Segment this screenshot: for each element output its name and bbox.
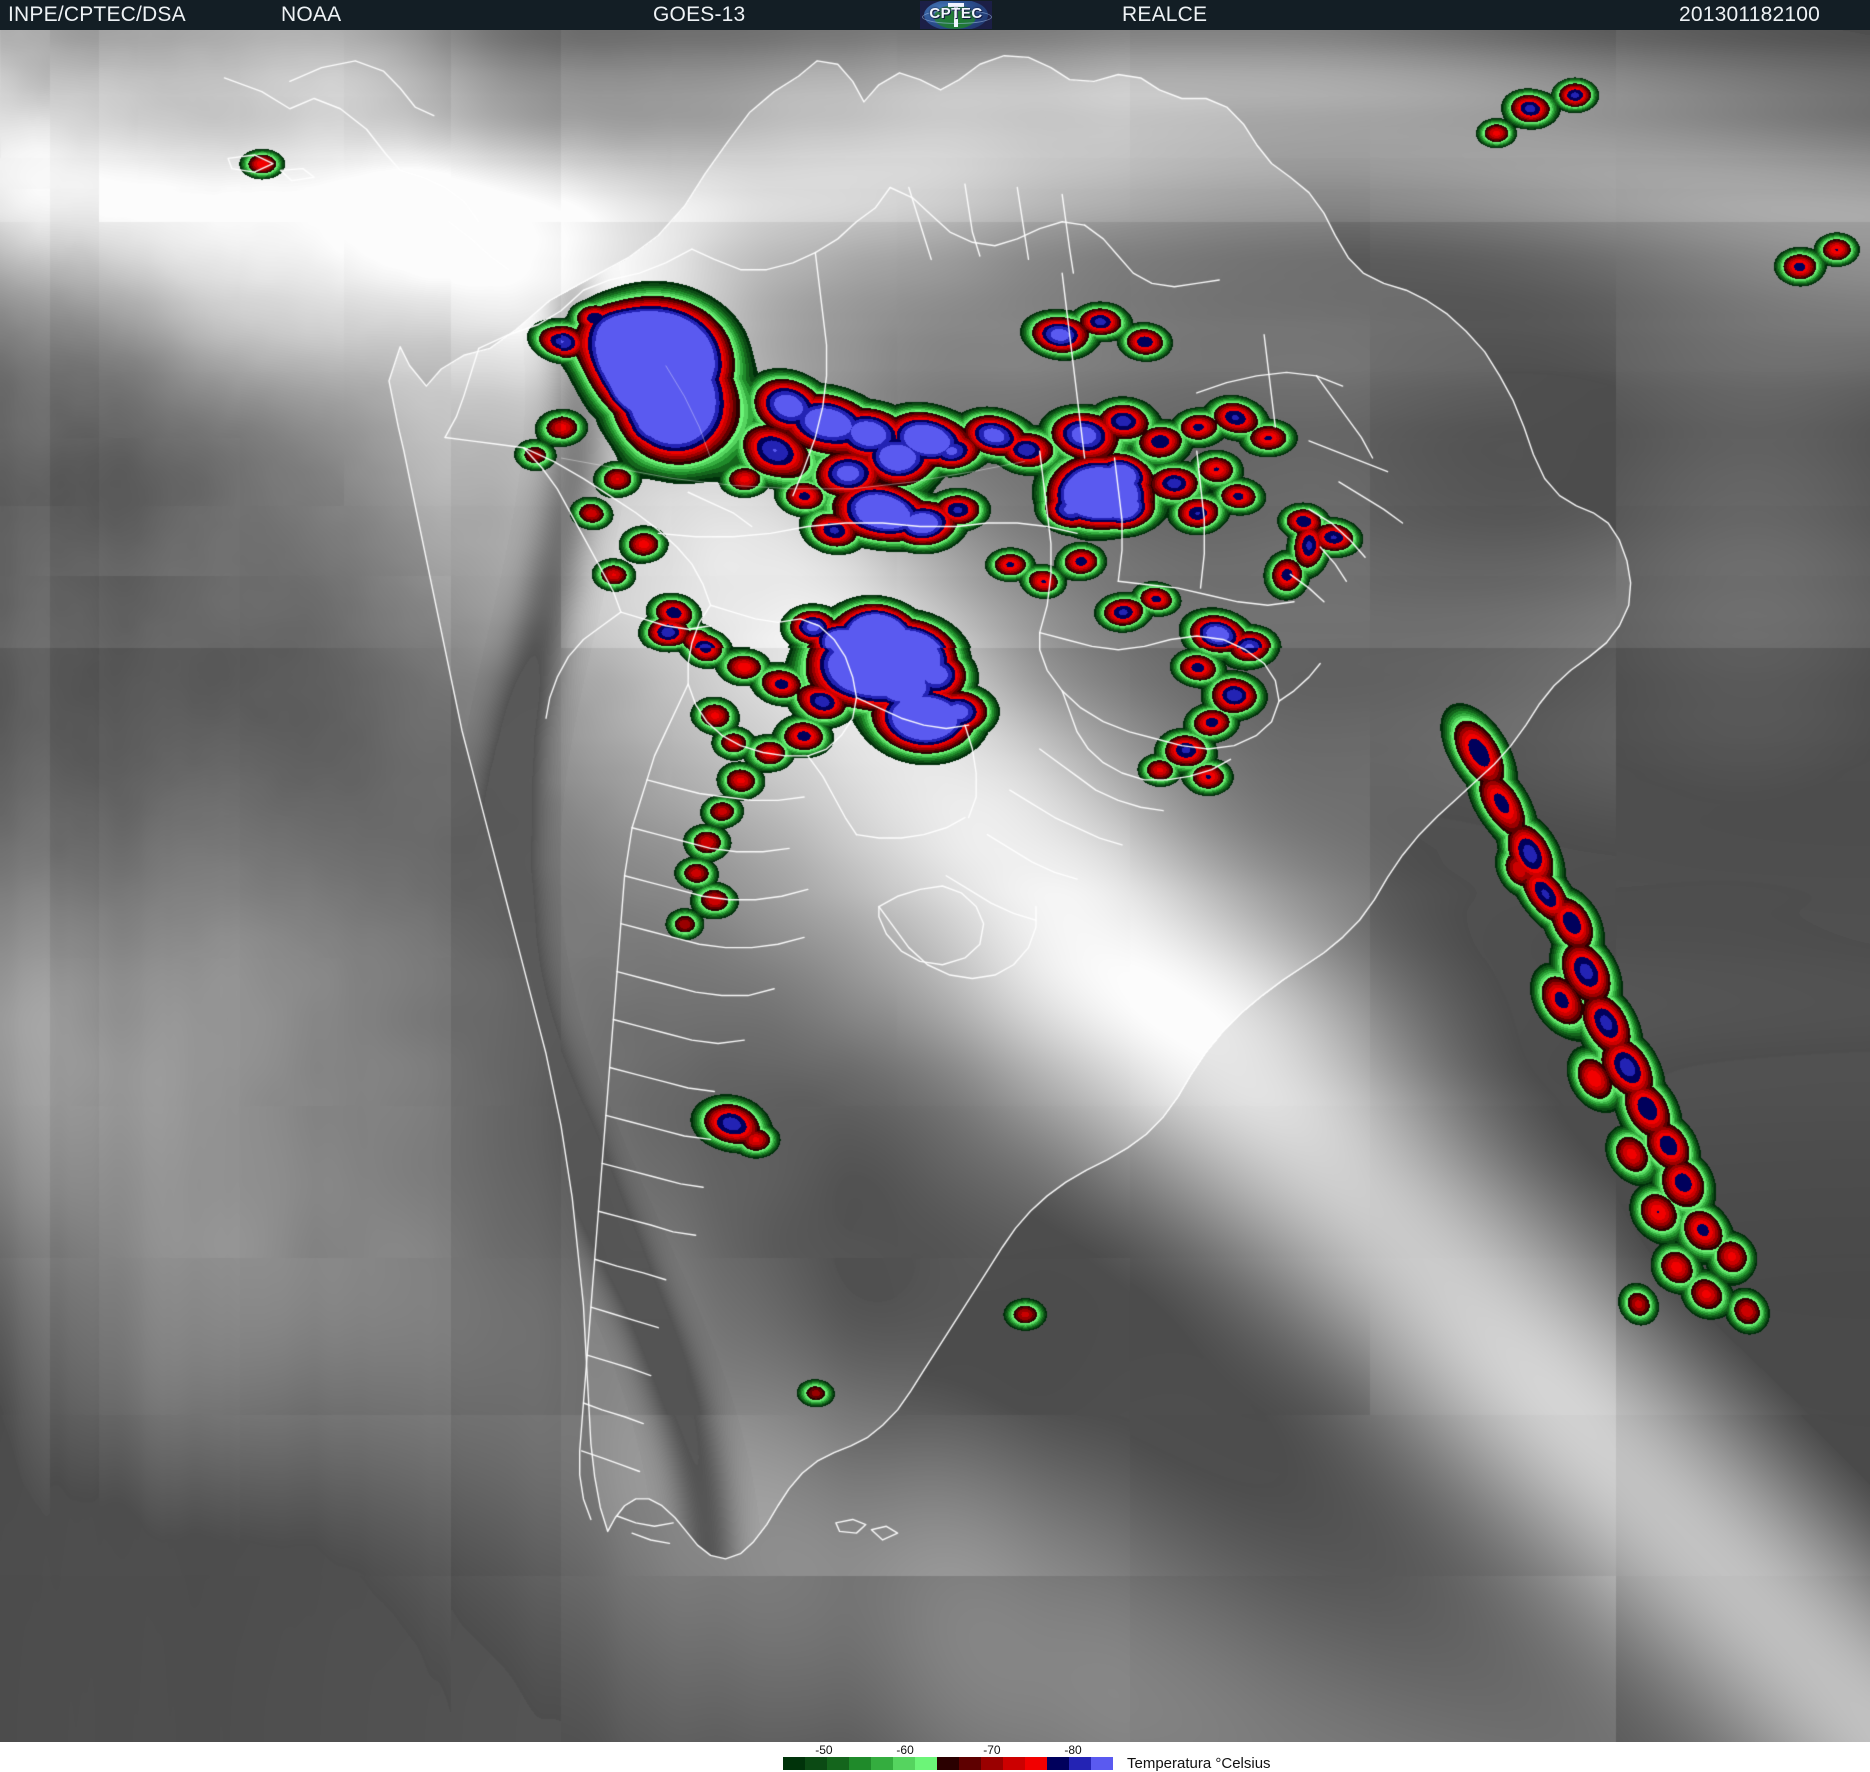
colorbar-swatch <box>805 1757 827 1770</box>
colorbar-swatch <box>959 1757 981 1770</box>
header-agency-label: INPE/CPTEC/DSA <box>8 3 186 26</box>
colorbar-swatch <box>937 1757 959 1770</box>
colorbar-tick-label: -80 <box>1064 1743 1082 1757</box>
colorbar-swatch <box>981 1757 1003 1770</box>
colorbar-swatch <box>1025 1757 1047 1770</box>
header-timestamp-label: 201301182100 <box>1679 3 1820 26</box>
colorbar-tick-label: -50 <box>815 1743 833 1757</box>
legend-strip: -50 -60 -70 -80 Temperatura °Celsius <box>0 1742 1870 1772</box>
colorbar-tick-label: -60 <box>896 1743 914 1757</box>
cptec-logo-icon: CPTEC <box>920 1 992 29</box>
temperature-colorbar <box>783 1757 1113 1770</box>
satellite-infrared-image <box>0 30 1870 1742</box>
colorbar-axis-label: Temperatura °Celsius <box>1127 1755 1271 1772</box>
header-product-label: REALCE <box>1122 3 1208 26</box>
colorbar-swatch <box>1091 1757 1113 1770</box>
colorbar-swatch <box>1047 1757 1069 1770</box>
cptec-logo-wordmark: CPTEC <box>929 5 983 22</box>
colorbar-tick-labels: -50 -60 -70 -80 <box>783 1742 1113 1757</box>
colorbar-swatch <box>1003 1757 1025 1770</box>
colorbar-swatch <box>871 1757 893 1770</box>
colorbar-tick-label: -70 <box>983 1743 1001 1757</box>
header-source-label: NOAA <box>281 3 342 26</box>
satellite-image-viewport <box>0 30 1870 1742</box>
colorbar-swatch <box>849 1757 871 1770</box>
colorbar-swatch <box>1069 1757 1091 1770</box>
colorbar-swatch <box>893 1757 915 1770</box>
logo-tree-trunk-shape <box>954 3 958 27</box>
header-bar: INPE/CPTEC/DSA NOAA GOES-13 REALCE 20130… <box>0 0 1870 30</box>
colorbar-swatch <box>827 1757 849 1770</box>
colorbar-swatch <box>783 1757 805 1770</box>
header-satellite-label: GOES-13 <box>653 3 746 26</box>
colorbar-swatch <box>915 1757 937 1770</box>
